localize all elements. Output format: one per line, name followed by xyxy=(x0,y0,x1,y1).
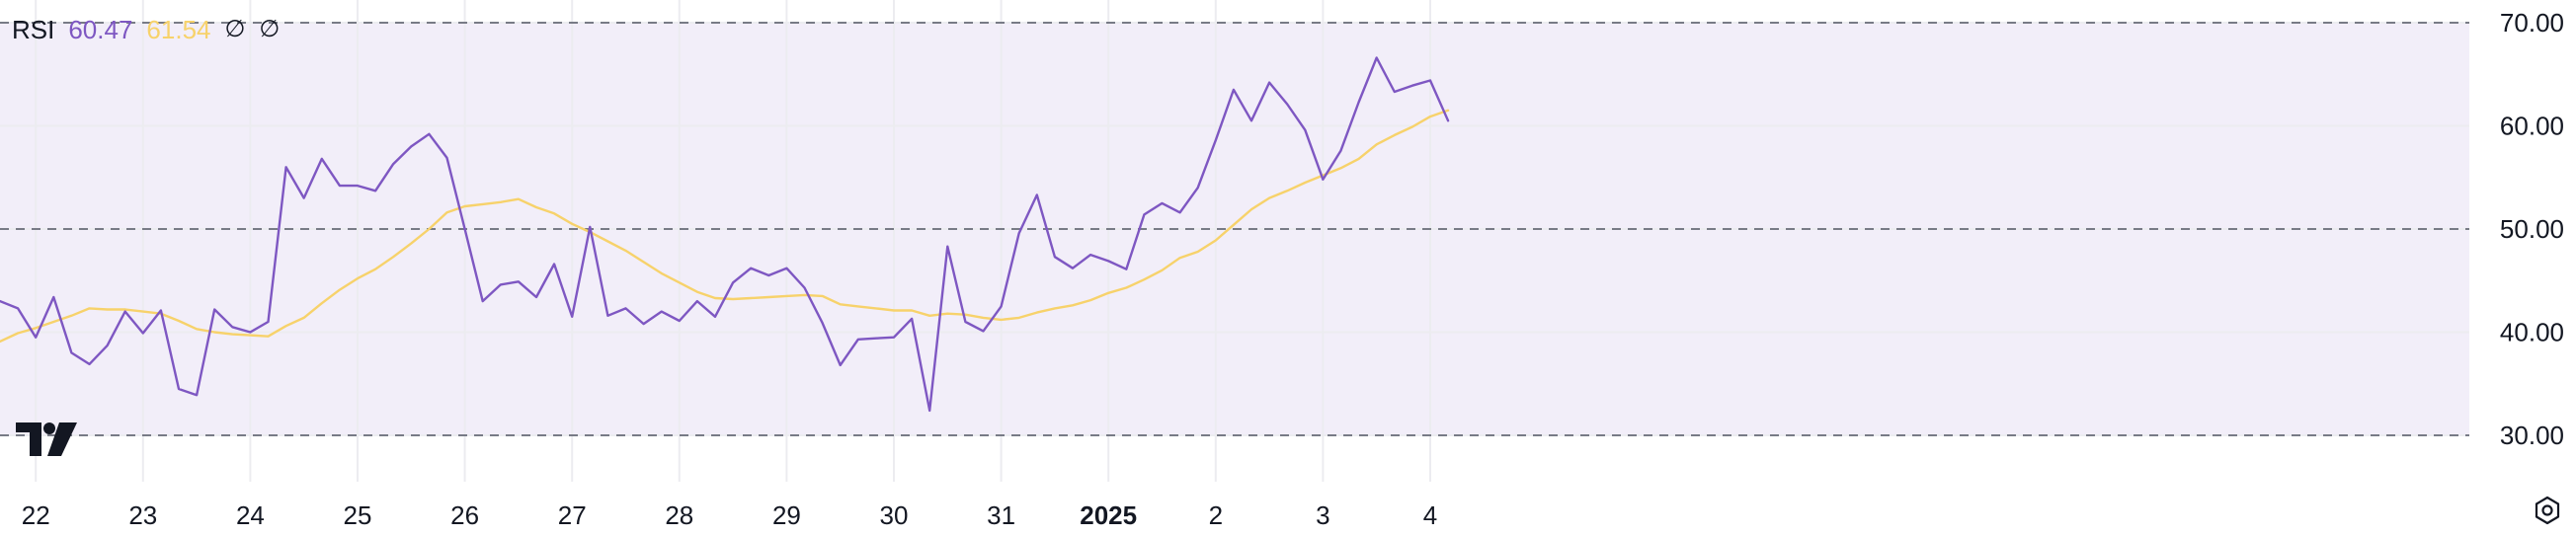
x-tick-label-7: 29 xyxy=(772,500,801,530)
gear-icon[interactable] xyxy=(2533,496,2562,525)
legend: RSI 60.47 61.54 ∅ ∅ xyxy=(12,14,280,45)
legend-flag-2: ∅ xyxy=(259,16,281,42)
x-tick-label-5: 27 xyxy=(558,500,587,530)
x-tick-label-1: 23 xyxy=(128,500,157,530)
y-tick-label-1: 60.00 xyxy=(2500,111,2564,140)
y-tick-label-3: 40.00 xyxy=(2500,317,2564,346)
x-tick-label-12: 3 xyxy=(1316,500,1329,530)
x-tick-label-13: 4 xyxy=(1423,500,1437,530)
legend-ma-value: 61.54 xyxy=(146,15,211,44)
x-tick-label-0: 22 xyxy=(22,500,50,530)
x-tick-label-4: 26 xyxy=(450,500,479,530)
y-tick-label-0: 70.00 xyxy=(2500,8,2564,38)
legend-rsi-value: 60.47 xyxy=(68,15,133,44)
legend-flag-1: ∅ xyxy=(224,16,246,42)
x-tick-label-10: 2025 xyxy=(1080,500,1137,530)
rsi-series-line[interactable] xyxy=(0,56,1450,413)
tradingview-logo-icon[interactable] xyxy=(16,422,81,460)
legend-indicator-name[interactable]: RSI xyxy=(12,15,55,44)
x-tick-label-8: 30 xyxy=(880,500,909,530)
x-tick-label-3: 25 xyxy=(344,500,372,530)
x-tick-label-11: 2 xyxy=(1209,500,1223,530)
y-tick-label-4: 30.00 xyxy=(2500,421,2564,450)
x-tick-label-9: 31 xyxy=(987,500,1015,530)
x-tick-label-6: 28 xyxy=(665,500,693,530)
y-tick-label-2: 50.00 xyxy=(2500,214,2564,244)
x-tick-label-2: 24 xyxy=(236,500,265,530)
